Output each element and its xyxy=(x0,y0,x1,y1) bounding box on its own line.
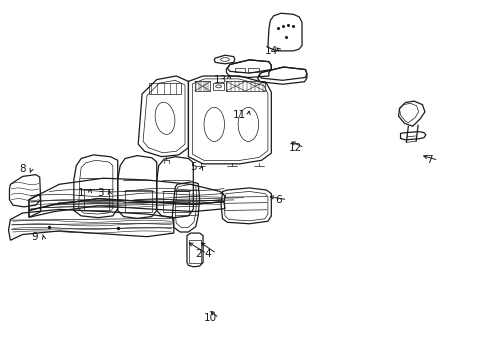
Bar xyxy=(234,68,245,72)
Text: 4: 4 xyxy=(204,248,211,258)
Text: 3: 3 xyxy=(97,188,104,198)
Text: 8: 8 xyxy=(20,164,26,174)
Text: 14: 14 xyxy=(264,46,277,56)
Text: 1: 1 xyxy=(78,188,84,198)
Text: 12: 12 xyxy=(288,143,302,153)
Text: 11: 11 xyxy=(232,111,246,121)
Text: 6: 6 xyxy=(275,195,282,205)
Bar xyxy=(213,83,224,90)
Bar xyxy=(149,83,181,94)
Bar xyxy=(83,189,109,211)
Bar xyxy=(163,191,189,212)
Text: 5: 5 xyxy=(190,162,196,172)
Text: 2: 2 xyxy=(194,248,201,258)
Text: 10: 10 xyxy=(203,313,217,323)
Text: 7: 7 xyxy=(426,155,432,165)
Text: 9: 9 xyxy=(31,232,38,242)
Text: 13: 13 xyxy=(213,75,226,85)
Bar xyxy=(248,68,259,72)
Bar xyxy=(125,190,152,212)
Bar xyxy=(188,240,200,263)
